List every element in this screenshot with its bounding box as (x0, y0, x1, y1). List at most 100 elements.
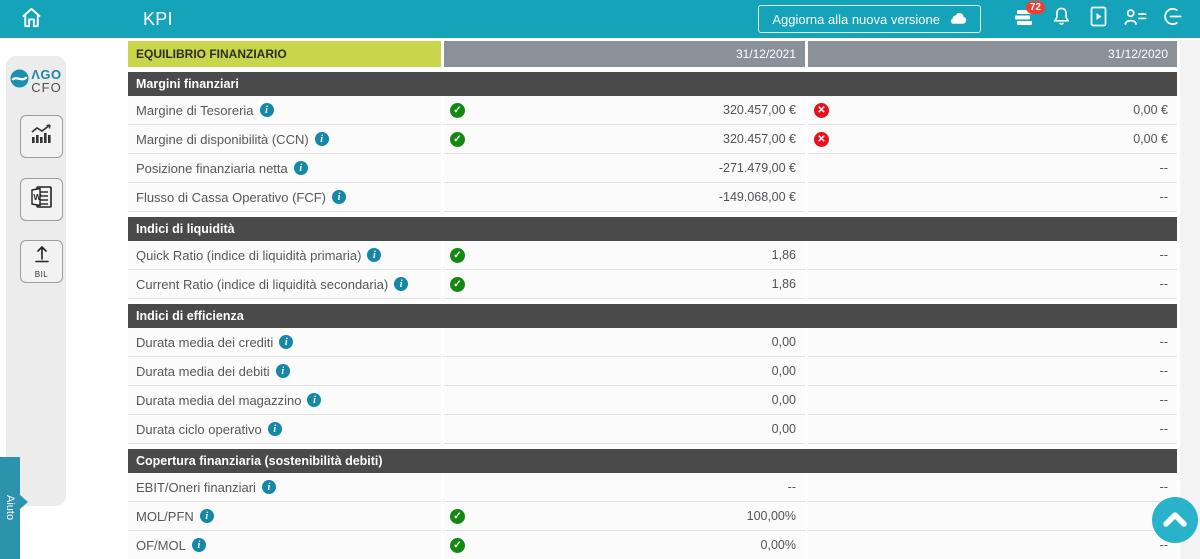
info-icon[interactable]: i (261, 480, 276, 494)
value-cell-2021: -271.479,00 € (444, 154, 805, 183)
row-label: Margine di Tesoreria (136, 102, 254, 118)
logout-button[interactable] (1160, 7, 1184, 31)
notifications-button[interactable] (1049, 7, 1073, 31)
user-account-button[interactable] (1123, 7, 1147, 31)
value-cell-2020: -- (808, 328, 1177, 357)
bell-icon (1051, 6, 1072, 32)
row-label-cell: Durata media del magazzino i (128, 386, 441, 415)
help-tab[interactable]: Aiuto (0, 457, 20, 559)
logo-swoosh-icon (10, 69, 29, 93)
value-2020: -- (1159, 393, 1168, 407)
value-cell-2021: 0,00 (444, 415, 805, 444)
info-icon[interactable]: i (267, 422, 282, 436)
document-report-icon (1089, 6, 1108, 32)
value-cell-2021: ✓ 0,00% (444, 531, 805, 559)
upload-balance-button[interactable]: BIL (20, 240, 63, 283)
info-icon[interactable]: i (199, 509, 214, 523)
value-cell-2021: ✓ 1,86 (444, 241, 805, 270)
value-2021: 320.457,00 € (723, 132, 796, 146)
value-cell-2020: -- (808, 415, 1177, 444)
row-label-cell: Margine di Tesoreria i (128, 96, 441, 125)
status-ok-icon: ✓ (450, 102, 465, 118)
info-icon[interactable]: i (314, 132, 329, 146)
value-2021: 1,86 (771, 277, 796, 291)
value-2021: -271.479,00 € (718, 161, 796, 175)
scroll-track[interactable] (1180, 40, 1200, 559)
info-icon[interactable]: i (279, 335, 294, 349)
value-cell-2020: -- (808, 357, 1177, 386)
value-2020: -- (1159, 161, 1168, 175)
row-label: Quick Ratio (indice di liquidità primari… (136, 247, 362, 263)
topbar-actions: Aggiorna alla nuova versione 72 (758, 1, 1184, 33)
row-label-cell: EBIT/Oneri finanziari i (128, 473, 441, 502)
value-cell-2020: ✕ 0,00 € (808, 96, 1177, 125)
home-button[interactable] (18, 6, 44, 32)
value-2020: -- (1159, 277, 1168, 291)
value-2021: 0,00% (760, 538, 796, 552)
update-version-button[interactable]: Aggiorna alla nuova versione (758, 5, 981, 33)
upload-button-label: BIL (34, 270, 49, 279)
table-row: Durata ciclo operativo i 0,00 -- (128, 415, 1177, 444)
help-tab-notch-icon (20, 495, 28, 509)
info-icon[interactable]: i (332, 190, 346, 204)
row-label: Flusso di Cassa Operativo (FCF) (136, 189, 326, 205)
ago-cfo-logo: ΛGO CFO (6, 68, 66, 94)
kpi-chart-button[interactable] (20, 115, 63, 158)
word-report-button[interactable]: W (20, 178, 63, 221)
value-cell-2021: ✓ 1,86 (444, 270, 805, 299)
status-ok-icon: ✓ (450, 131, 465, 147)
kpi-table: EQUILIBRIO FINANZIARIO 31/12/2021 31/12/… (128, 41, 1177, 559)
row-label-cell: Flusso di Cassa Operativo (FCF) i (128, 183, 441, 212)
row-label: Durata ciclo operativo (136, 421, 262, 437)
logo-text-cfo: CFO (31, 80, 62, 95)
row-label-cell: Margine di disponibilità (CCN) i (128, 125, 441, 154)
value-cell-2020: -- (808, 531, 1177, 559)
row-label: Current Ratio (indice di liquidità secon… (136, 276, 389, 292)
value-cell-2021: -149.068,00 € (444, 183, 805, 212)
logo-text-ago: ΛGO (31, 67, 62, 82)
value-cell-2020: -- (808, 241, 1177, 270)
row-label: OF/MOL (136, 537, 186, 553)
info-icon[interactable]: i (307, 393, 322, 407)
value-cell-2021: 0,00 (444, 357, 805, 386)
ledger-button[interactable]: 72 (1012, 1, 1045, 31)
report-document-button[interactable] (1086, 6, 1110, 32)
row-label-cell: Posizione finanziaria netta i (128, 154, 441, 183)
info-icon[interactable]: i (293, 161, 308, 175)
status-ok-icon: ✓ (450, 276, 465, 292)
row-label: Durata media dei crediti (136, 334, 274, 350)
table-row: Durata media dei crediti i 0,00 -- (128, 328, 1177, 357)
row-label: Durata media del magazzino (136, 392, 302, 408)
user-list-icon (1124, 7, 1147, 32)
row-label: Margine di disponibilità (CCN) (136, 131, 309, 147)
info-icon[interactable]: i (275, 364, 290, 378)
topbar: KPI Aggiorna alla nuova versione 72 (0, 0, 1200, 38)
info-icon[interactable]: i (259, 103, 274, 117)
row-label: MOL/PFN (136, 508, 194, 524)
update-version-label: Aggiorna alla nuova versione (772, 11, 940, 27)
info-icon[interactable]: i (191, 538, 206, 552)
table-row: OF/MOL i ✓ 0,00% -- (128, 531, 1177, 559)
scroll-to-top-button[interactable] (1152, 497, 1198, 543)
info-icon[interactable]: i (394, 277, 409, 291)
row-label: Posizione finanziaria netta (136, 160, 288, 176)
status-ok-icon: ✓ (450, 247, 465, 263)
value-2021: 0,00 (771, 335, 796, 349)
row-label-cell: Quick Ratio (indice di liquidità primari… (128, 241, 441, 270)
value-cell-2020: -- (808, 502, 1177, 531)
row-label-cell: Durata media dei debiti i (128, 357, 441, 386)
table-row: Flusso di Cassa Operativo (FCF) i -149.068… (128, 183, 1177, 212)
value-cell-2021: -- (444, 473, 805, 502)
value-cell-2021: 0,00 (444, 386, 805, 415)
status-ok-icon: ✓ (450, 508, 465, 524)
value-cell-2020: -- (808, 270, 1177, 299)
value-2020: -- (1159, 538, 1168, 552)
table-row: Margine di disponibilità (CCN) i ✓ 320.457,… (128, 125, 1177, 154)
value-cell-2020: ✕ 0,00 € (808, 125, 1177, 154)
row-label: EBIT/Oneri finanziari (136, 479, 256, 495)
cloud-icon (949, 11, 967, 27)
value-2021: 0,00 (771, 364, 796, 378)
value-2021: 0,00 (771, 393, 796, 407)
value-2020: 0,00 € (1133, 103, 1168, 117)
info-icon[interactable]: i (367, 248, 382, 262)
